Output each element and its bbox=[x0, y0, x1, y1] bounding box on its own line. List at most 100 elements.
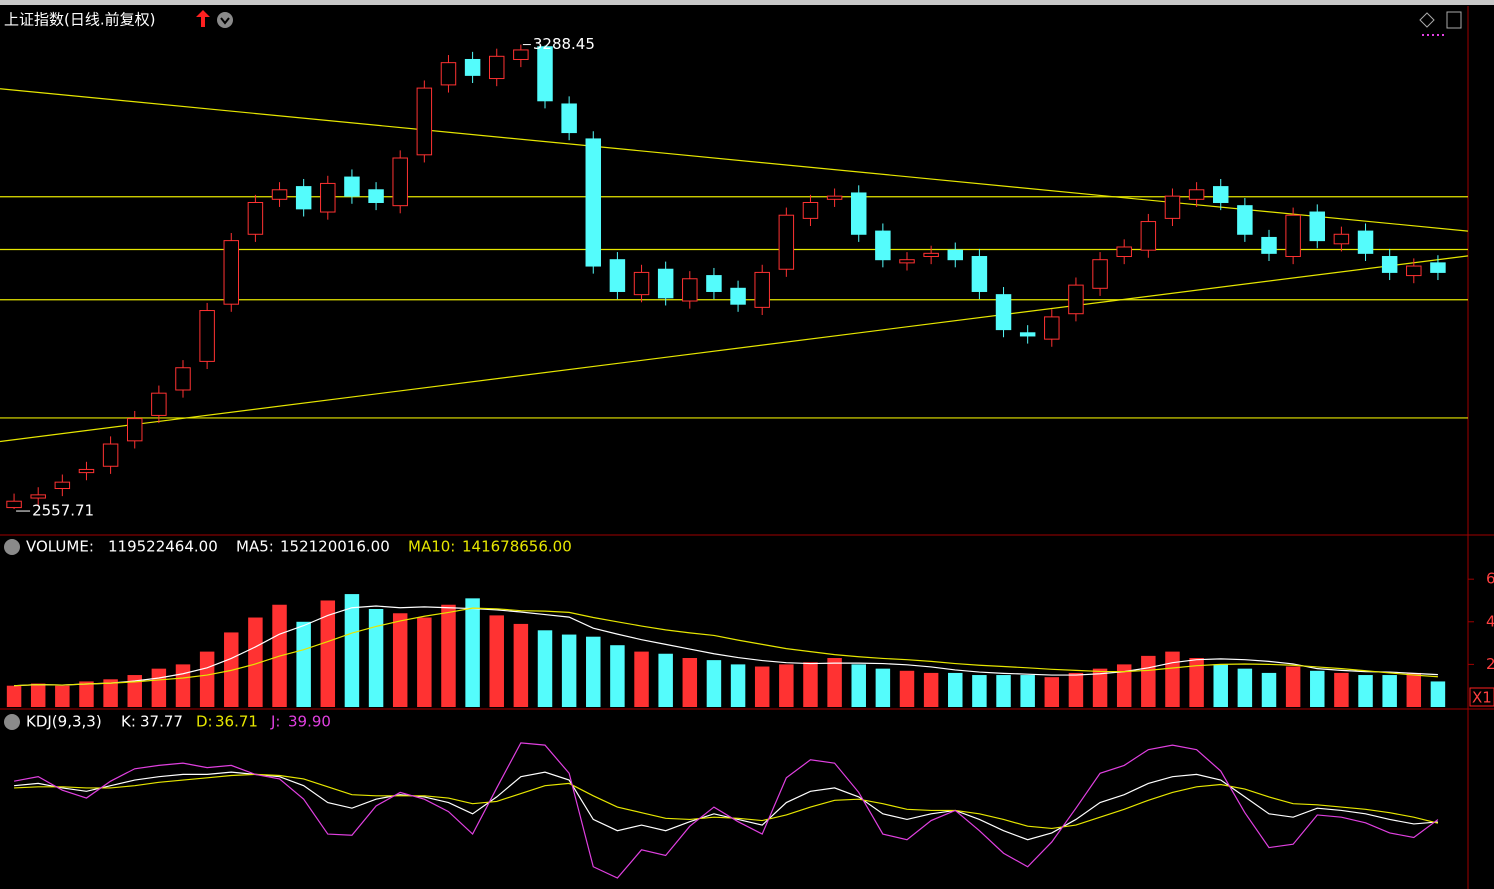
candle-body bbox=[1430, 262, 1446, 273]
candle-body bbox=[295, 186, 312, 210]
candle-body bbox=[54, 481, 71, 490]
candle-body bbox=[657, 268, 674, 299]
volume-bar bbox=[754, 666, 770, 707]
kdj-menu[interactable] bbox=[4, 714, 20, 730]
volume-bar bbox=[851, 664, 866, 707]
volume-bar bbox=[55, 685, 70, 707]
volume-bar bbox=[610, 645, 625, 707]
candle-body bbox=[1333, 233, 1350, 245]
candle-body bbox=[1164, 195, 1181, 219]
ma10-value: 141678656.00 bbox=[462, 538, 572, 556]
candle-body bbox=[344, 176, 360, 197]
candle-body bbox=[1357, 230, 1374, 254]
candle-body bbox=[247, 201, 264, 235]
candle-body bbox=[392, 157, 408, 207]
candle-body bbox=[6, 500, 22, 509]
volume-bar bbox=[79, 681, 94, 707]
volume-bar bbox=[1141, 655, 1156, 707]
volume-bar bbox=[368, 609, 384, 707]
candle-body bbox=[947, 249, 964, 261]
y-tick-label: 4 bbox=[1486, 612, 1494, 630]
volume-bar bbox=[296, 621, 311, 707]
low-label: 2557.71 bbox=[32, 502, 94, 520]
volume-bar bbox=[1189, 658, 1204, 707]
candle-body bbox=[368, 189, 384, 203]
volume-bar bbox=[972, 675, 987, 707]
candle-body bbox=[513, 49, 529, 60]
volume-bar bbox=[1092, 668, 1108, 707]
volume-bar bbox=[586, 636, 601, 707]
kdj-header: KDJ(9,3,3) K: 37.77 D: 36.71 J: 39.90 bbox=[26, 713, 331, 731]
kdj-label: KDJ(9,3,3) bbox=[26, 713, 102, 731]
menu-chevron bbox=[220, 17, 230, 25]
volume-bar bbox=[537, 630, 553, 707]
candle-body bbox=[875, 230, 891, 261]
candle-body bbox=[175, 367, 191, 391]
candle-body bbox=[802, 201, 819, 219]
volume-bar bbox=[1020, 675, 1035, 707]
candle-body bbox=[826, 195, 843, 200]
candle-body bbox=[78, 468, 95, 474]
candle-body bbox=[537, 46, 553, 102]
volume-bar bbox=[103, 679, 118, 707]
trend-line bbox=[0, 88, 1469, 232]
y-tick-label: 6 bbox=[1486, 570, 1494, 588]
volume-bar bbox=[513, 623, 529, 707]
volume-menu[interactable] bbox=[4, 539, 20, 555]
volume-bar bbox=[175, 664, 191, 707]
volume-bar bbox=[344, 594, 360, 707]
d-value: 36.71 bbox=[215, 713, 258, 731]
volume-bar bbox=[489, 615, 504, 707]
volume-bar bbox=[1285, 666, 1301, 707]
window-button[interactable] bbox=[1446, 11, 1462, 29]
candle-body bbox=[609, 259, 626, 292]
unit-box bbox=[1469, 687, 1494, 707]
volume-bar bbox=[1382, 675, 1397, 707]
ma10-line bbox=[14, 607, 1438, 687]
volume-bar bbox=[1044, 677, 1060, 707]
volume-bar bbox=[1406, 672, 1422, 707]
candle-body bbox=[151, 392, 167, 416]
volume-bar bbox=[1116, 664, 1132, 707]
trend-line bbox=[0, 255, 1469, 443]
high-label: 3288.45 bbox=[533, 35, 595, 53]
volume-bar bbox=[30, 683, 46, 707]
candle-body bbox=[899, 259, 915, 264]
candle-body bbox=[778, 214, 795, 270]
candle-body bbox=[1237, 205, 1253, 235]
volume-bar bbox=[151, 668, 167, 707]
volume-bar bbox=[1358, 675, 1373, 707]
candle-body bbox=[1092, 259, 1108, 289]
volume-bar bbox=[923, 672, 939, 707]
tool-button[interactable] bbox=[1419, 12, 1435, 28]
candle-body bbox=[1212, 186, 1229, 203]
up-icon[interactable] bbox=[196, 10, 210, 27]
volume-bar bbox=[682, 658, 698, 707]
k-value: 37.77 bbox=[140, 713, 183, 731]
volume-bar bbox=[561, 634, 577, 707]
volume-label: VOLUME: bbox=[26, 538, 94, 556]
candle-body bbox=[754, 271, 770, 308]
candle-body bbox=[1309, 211, 1326, 242]
volume-bar bbox=[948, 672, 963, 707]
volume-bar bbox=[248, 617, 263, 707]
candle-body bbox=[320, 182, 336, 213]
volume-bar bbox=[1237, 668, 1253, 707]
candle-body bbox=[682, 278, 698, 302]
candle-body bbox=[30, 494, 46, 499]
candle-body bbox=[730, 287, 746, 305]
volume-bar bbox=[779, 664, 794, 707]
volume-value: 119522464.00 bbox=[108, 538, 218, 556]
candle-body bbox=[633, 271, 650, 296]
volume-header: VOLUME: 119522464.00 MA5: 152120016.00 M… bbox=[26, 538, 572, 556]
volume-bar bbox=[1261, 672, 1277, 707]
candle-body bbox=[561, 103, 577, 134]
candle-body bbox=[1140, 221, 1157, 251]
volume-bar bbox=[1310, 670, 1325, 707]
candle-body bbox=[706, 275, 722, 292]
chart-title: 上证指数(日线.前复权) bbox=[4, 11, 155, 29]
candle-body bbox=[464, 58, 481, 76]
menu-button[interactable] bbox=[217, 12, 233, 28]
candle-body bbox=[850, 192, 867, 235]
